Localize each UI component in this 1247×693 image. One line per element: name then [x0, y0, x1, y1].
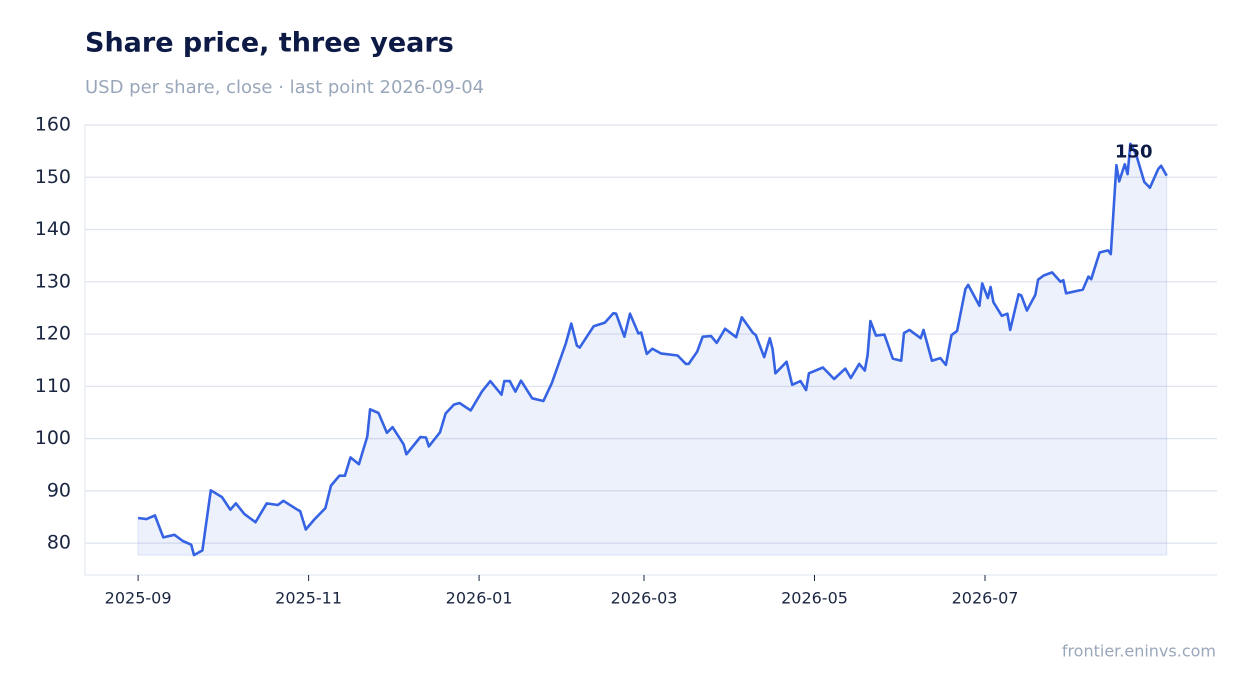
y-tick-label: 160 — [35, 114, 71, 136]
y-tick-label: 140 — [35, 218, 71, 240]
x-tick-label: 2026-07 — [952, 589, 1019, 608]
x-tick-label: 2026-01 — [446, 589, 513, 608]
chart-subtitle: USD per share, close · last point 2026-0… — [85, 77, 484, 98]
y-tick-label: 90 — [47, 479, 71, 501]
y-tick-label: 150 — [35, 166, 71, 188]
footer: frontier.eninvs.com — [1062, 642, 1216, 661]
chart-title: Share price, three years — [85, 28, 454, 59]
y-tick-label: 130 — [35, 270, 71, 292]
x-tick-label: 2026-05 — [781, 589, 848, 608]
x-tick-label: 2025-11 — [275, 589, 342, 608]
y-tick-label: 100 — [35, 427, 71, 449]
y-tick-label: 80 — [47, 532, 71, 554]
line — [137, 142, 1168, 557]
x-tick-label: 2026-03 — [611, 589, 678, 608]
value-label: 150 — [1115, 142, 1153, 163]
y-tick-label: 110 — [35, 375, 71, 397]
y-tick-label: 120 — [35, 323, 71, 345]
x-tick-label: 2025-09 — [105, 589, 172, 608]
